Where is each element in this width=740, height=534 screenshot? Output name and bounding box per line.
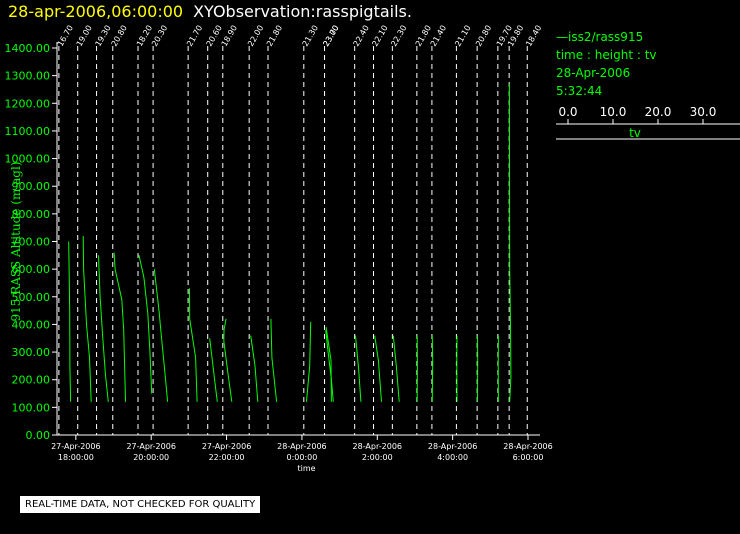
- x-tick-date-label: 28-Apr-2006: [277, 442, 326, 451]
- x-tick-time-label: 4:00:00: [437, 453, 468, 462]
- profile-trace: [113, 252, 126, 402]
- title-date: 28-apr-2006,06:00:00: [8, 2, 184, 21]
- profile-trace: [325, 327, 332, 402]
- profile-trace: [355, 335, 362, 402]
- profile-surface-tv-label: 19.00: [75, 24, 94, 48]
- profile-surface-tv-label: 23.00: [321, 24, 340, 48]
- profile-surface-tv-label: 18.40: [524, 24, 543, 48]
- y-tick-label: 600.00: [12, 263, 51, 276]
- x-tick-time-label: 2:00:00: [362, 453, 393, 462]
- profile-trace: [250, 335, 259, 402]
- title-observation: XYObservation:rasspigtails.: [193, 2, 412, 21]
- y-tick-label: 1100.00: [5, 125, 51, 138]
- profile-surface-tv-label: 16.70: [56, 24, 75, 48]
- x-tick-time-label: 6:00:00: [513, 453, 544, 462]
- profile-trace: [392, 335, 400, 402]
- x-tick-date-label: 28-Apr-2006: [428, 442, 477, 451]
- legend-axes-label: time : height : tv: [556, 48, 657, 62]
- profile-trace: [189, 288, 198, 402]
- y-tick-label: 1200.00: [5, 97, 51, 110]
- x-tick-date-label: 27-Apr-2006: [126, 442, 175, 451]
- x-tick-time-label: 22:00:00: [209, 453, 245, 462]
- profile-surface-tv-label: 22.30: [389, 24, 408, 48]
- profile-trace: [82, 235, 92, 402]
- legend-date: 28-Apr-2006: [556, 66, 631, 80]
- profile-trace: [153, 269, 169, 402]
- x-tick-time-label: 0:00:00: [286, 453, 317, 462]
- y-tick-label: 300.00: [12, 346, 51, 359]
- y-tick-label: 800.00: [12, 208, 51, 221]
- profile-surface-tv-label: 22.00: [246, 24, 265, 48]
- y-axis-title: 915 RASS Altitude (m agl): [9, 161, 23, 321]
- tv-scale-tick-label: 30.0: [690, 105, 717, 119]
- x-axis-title: time: [297, 464, 315, 473]
- profile-trace: [223, 318, 233, 402]
- profile-surface-tv-label: 20.80: [110, 24, 129, 48]
- profile-surface-tv-label: 21.70: [185, 24, 204, 48]
- profile-surface-tv-label: 21.30: [301, 24, 320, 48]
- y-tick-label: 1400.00: [5, 42, 51, 55]
- profile-surface-tv-label: 22.10: [370, 24, 389, 48]
- y-tick-label: 200.00: [12, 374, 51, 387]
- profile-surface-tv-label: 21.80: [265, 24, 284, 48]
- tv-scale-graphic: 0.0 10.0 20.0 30.0 tv: [556, 105, 740, 140]
- profile-trace: [325, 329, 334, 402]
- y-tick-label: 0.00: [26, 429, 51, 442]
- profile-trace: [98, 255, 109, 402]
- quality-disclaimer: REAL-TIME DATA, NOT CHECKED FOR QUALITY: [20, 496, 261, 513]
- x-tick-date-label: 28-Apr-2006: [353, 442, 402, 451]
- y-tick-label: 700.00: [12, 236, 51, 249]
- x-tick-time-label: 20:00:00: [133, 453, 169, 462]
- x-tick-date-label: 28-Apr-2006: [503, 442, 552, 451]
- y-tick-label: 500.00: [12, 291, 51, 304]
- profile-surface-tv-label: 21.10: [453, 24, 472, 48]
- profile-trace: [508, 83, 512, 402]
- x-tick-time-label: 18:00:00: [58, 453, 94, 462]
- y-tick-label: 1300.00: [5, 70, 51, 83]
- profile-trace: [68, 241, 72, 402]
- profile-trace: [209, 338, 218, 402]
- tv-scale-tick-label: 0.0: [558, 105, 577, 119]
- tv-scale-tick-label: 20.0: [645, 105, 672, 119]
- profile-trace: [374, 335, 382, 402]
- profile-surface-tv-label: 20.30: [150, 24, 169, 48]
- profile-trace: [306, 321, 312, 402]
- legend-time: 5:32:44: [556, 84, 603, 98]
- x-tick-date-label: 27-Apr-2006: [202, 442, 251, 451]
- profile-surface-tv-label: 18.90: [220, 24, 239, 48]
- tv-scale: 0.0 10.0 20.0 30.0 tv: [556, 100, 740, 140]
- tv-scale-label: tv: [629, 126, 641, 140]
- y-tick-label: 400.00: [12, 318, 51, 331]
- profile-surface-tv-label: 21.40: [429, 24, 448, 48]
- x-tick-date-label: 27-Apr-2006: [51, 442, 100, 451]
- profile-surface-tv-label: 22.40: [352, 24, 371, 48]
- y-tick-label: 100.00: [12, 401, 51, 414]
- plot-title: 28-apr-2006,06:00:00 XYObservation:rasspi…: [8, 2, 412, 21]
- legend-series-label: —iss2/rass915: [556, 30, 644, 44]
- y-tick-label: 1000.00: [5, 153, 51, 166]
- tv-scale-tick-label: 10.0: [600, 105, 627, 119]
- profile-surface-tv-label: 20.80: [474, 24, 493, 48]
- y-tick-label: 900.00: [12, 180, 51, 193]
- legend-panel: —iss2/rass915 time : height : tv 28-Apr-…: [556, 28, 740, 140]
- profile-trace: [138, 255, 153, 394]
- profile-trace: [270, 318, 278, 402]
